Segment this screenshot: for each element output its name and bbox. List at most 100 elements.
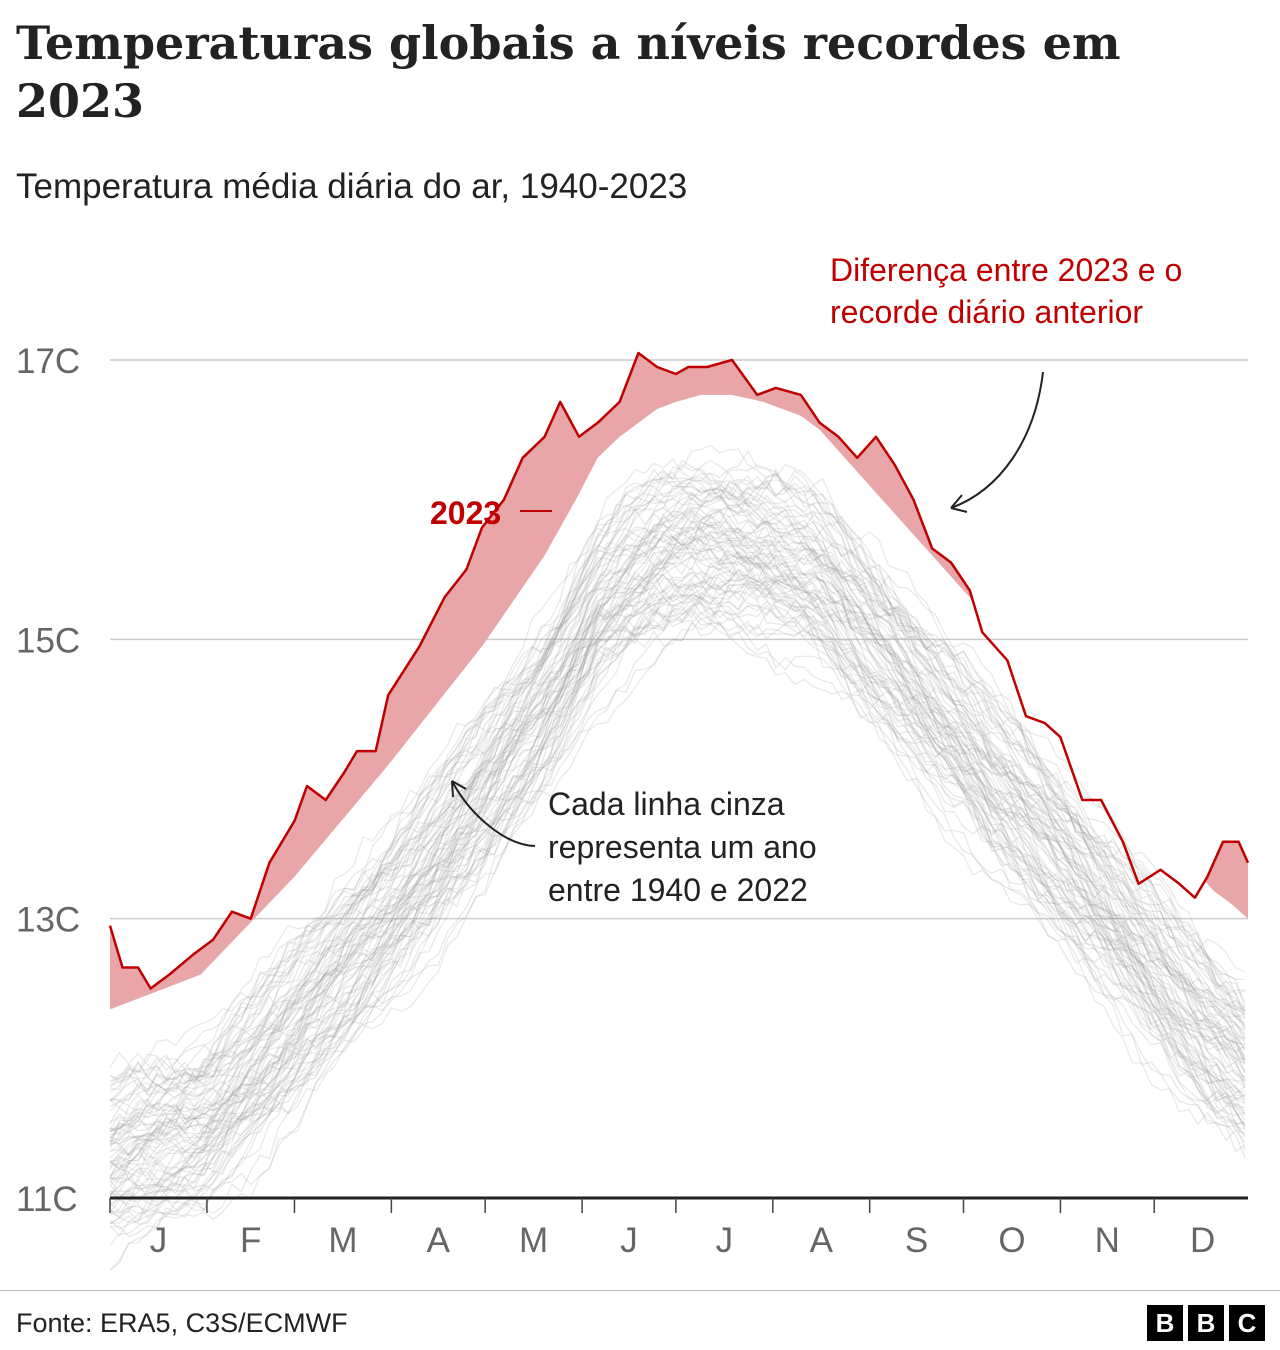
historical-year-line xyxy=(109,564,1246,1177)
bbc-logo: B B C xyxy=(1147,1305,1265,1341)
footer-divider xyxy=(0,1290,1280,1291)
grey-lines-arrowhead xyxy=(451,780,467,798)
temperature-line-chart: 11C 13C 15C 17C J F M A M J J A S O N D 2023 Diferença … xyxy=(16,252,1250,1271)
historical-year-line xyxy=(109,478,1246,1132)
historical-year-line xyxy=(109,509,1246,1133)
historical-year-line xyxy=(109,534,1246,1148)
historical-year-line xyxy=(109,491,1246,1140)
logo-letter-c: C xyxy=(1229,1305,1265,1341)
historical-year-line xyxy=(109,507,1246,1133)
historical-year-line xyxy=(109,521,1246,1133)
historical-year-line xyxy=(109,458,1246,1073)
source-note: Fonte: ERA5, C3S/ECMWF xyxy=(16,1308,348,1338)
difference-label-line: recorde diário anterior xyxy=(830,294,1143,330)
historical-year-line xyxy=(109,510,1246,1139)
historical-year-line xyxy=(109,555,1246,1200)
historical-year-line xyxy=(109,525,1246,1164)
historical-year-line xyxy=(109,576,1246,1237)
x-tick-label: A xyxy=(810,1221,834,1260)
difference-arrowhead xyxy=(950,494,968,513)
historical-year-line xyxy=(109,596,1246,1211)
historical-year-line xyxy=(109,575,1246,1221)
historical-year-line xyxy=(109,491,1246,1135)
historical-year-line xyxy=(109,468,1246,1087)
historical-year-lines xyxy=(109,444,1246,1271)
difference-arrow xyxy=(950,371,1044,509)
historical-year-line xyxy=(109,474,1246,1093)
x-tick-label: F xyxy=(240,1221,261,1260)
historical-year-line xyxy=(109,469,1246,1086)
historical-year-line xyxy=(109,481,1246,1116)
historical-year-line xyxy=(109,561,1246,1204)
historical-year-line xyxy=(109,478,1246,1088)
historical-year-line xyxy=(109,483,1246,1132)
y-tick-label: 17C xyxy=(16,342,80,381)
historical-year-line xyxy=(109,571,1246,1214)
historical-year-line xyxy=(109,571,1246,1205)
historical-year-line xyxy=(109,534,1246,1152)
historical-year-line xyxy=(109,575,1246,1225)
chart-title: Temperaturas globais a níveis recordes e… xyxy=(16,16,1121,128)
difference-label-line: Diferença entre 2023 e o xyxy=(830,252,1182,288)
historical-year-line xyxy=(109,512,1246,1138)
label-2023: 2023 xyxy=(430,495,501,531)
historical-year-line xyxy=(109,612,1246,1271)
historical-year-line xyxy=(109,530,1246,1178)
historical-year-line xyxy=(109,519,1246,1132)
x-tick-label: S xyxy=(905,1221,928,1260)
historical-year-line xyxy=(109,573,1246,1182)
logo-letter-b2: B xyxy=(1188,1305,1224,1341)
historical-year-line xyxy=(109,622,1246,1271)
historical-year-line xyxy=(109,496,1246,1147)
historical-year-line xyxy=(109,580,1246,1223)
historical-year-line xyxy=(109,585,1246,1215)
historical-year-line xyxy=(109,515,1246,1170)
historical-year-line xyxy=(109,505,1246,1149)
historical-year-line xyxy=(109,576,1246,1195)
historical-year-line xyxy=(109,493,1246,1144)
x-tick-label: O xyxy=(998,1221,1025,1260)
x-tick-label: N xyxy=(1095,1221,1120,1260)
x-tick-label: D xyxy=(1190,1221,1215,1260)
historical-year-line xyxy=(109,534,1246,1148)
historical-year-line xyxy=(109,587,1246,1216)
historical-year-line xyxy=(109,515,1246,1165)
historical-year-line xyxy=(109,513,1246,1142)
gridlines: 11C 13C 15C 17C xyxy=(16,342,1248,1219)
y-tick-label: 15C xyxy=(16,621,80,660)
chart-subtitle: Temperatura média diária do ar, 1940-202… xyxy=(16,167,688,206)
historical-year-line xyxy=(109,541,1245,1177)
historical-year-line xyxy=(109,585,1246,1218)
grey-lines-label-line: representa um ano xyxy=(548,829,817,865)
series-2023 xyxy=(108,351,1250,990)
historical-year-line xyxy=(109,482,1246,1125)
annotations: 2023 Diferença entre 2023 e o recorde diár… xyxy=(430,252,1182,908)
historical-year-line xyxy=(109,486,1246,1103)
grey-lines-arrow xyxy=(451,780,536,847)
historical-year-line xyxy=(109,593,1246,1224)
x-tick-label: J xyxy=(716,1221,734,1260)
historical-year-line xyxy=(109,568,1246,1230)
historical-year-line xyxy=(109,555,1246,1183)
historical-year-line xyxy=(109,577,1246,1198)
x-tick-label: M xyxy=(328,1221,357,1260)
difference-area xyxy=(110,353,1248,1010)
x-tick-label: M xyxy=(519,1221,548,1260)
historical-year-line xyxy=(109,539,1245,1167)
y-tick-label: 13C xyxy=(16,901,80,940)
historical-year-line xyxy=(109,606,1246,1225)
record-difference-area xyxy=(110,353,1248,1010)
historical-year-line xyxy=(109,600,1246,1238)
historical-year-line xyxy=(109,552,1246,1188)
historical-year-line xyxy=(109,505,1246,1147)
x-tick-label: A xyxy=(427,1221,451,1260)
historical-year-line xyxy=(109,593,1246,1201)
historical-year-line xyxy=(109,539,1246,1178)
logo-letter-b1: B xyxy=(1147,1305,1183,1341)
historical-year-line xyxy=(109,532,1246,1163)
historical-year-line xyxy=(109,565,1246,1218)
historical-year-line xyxy=(109,463,1246,1103)
historical-year-line xyxy=(109,547,1246,1193)
grey-lines-label-line: entre 1940 e 2022 xyxy=(548,872,808,908)
